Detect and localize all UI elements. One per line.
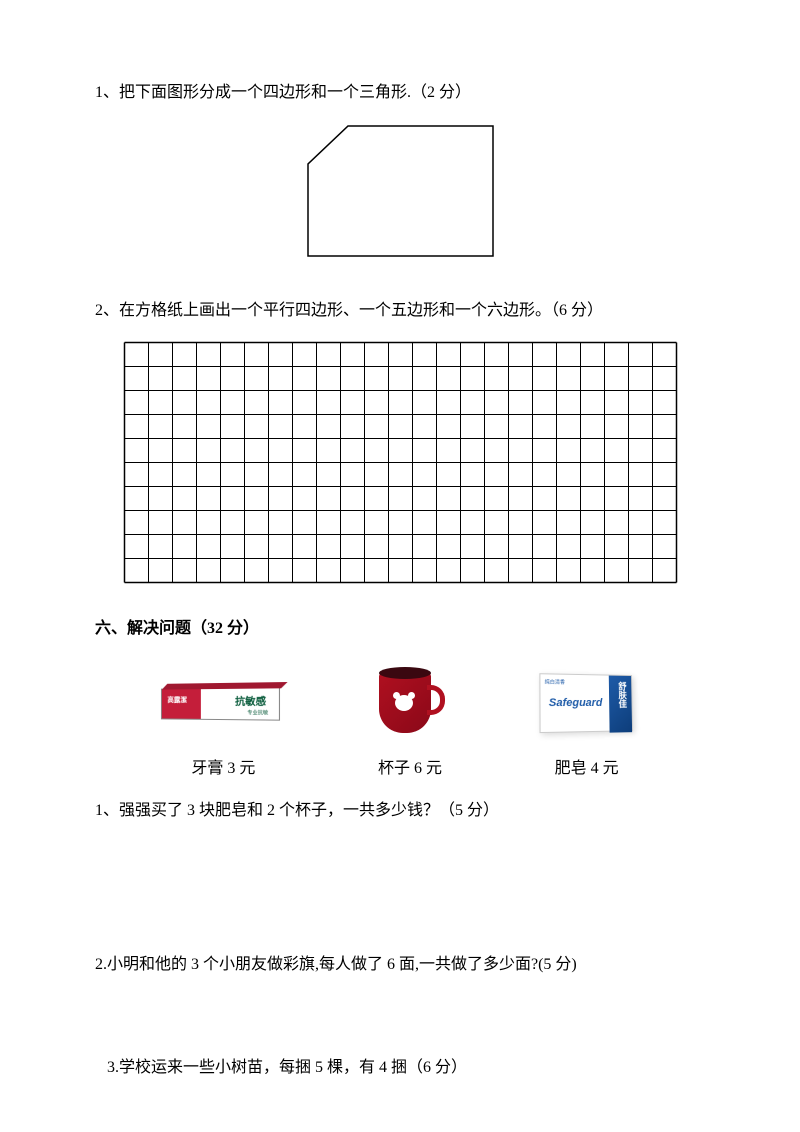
soap-corner-text: 纯白清香 [544,679,564,686]
section6-q3: 3.学校运来一些小树苗，每捆 5 棵，有 4 捆（6 分） [95,1055,705,1081]
section6-q1: 1、强强买了 3 块肥皂和 2 个杯子，一共多少钱？（5 分） [95,798,705,824]
pentagon-svg [306,124,495,258]
toothpaste-label: 牙膏 3 元 [158,754,288,778]
product-soap: 纯白清香 Safeguard 舒肤佳 [532,668,642,738]
toothpaste-brand-cn: 高露潔 [168,695,188,705]
answer-space-2 [95,995,705,1055]
toothpaste-feature: 抗敏感 [235,693,266,709]
soap-label: 肥皂 4 元 [532,754,642,778]
section6-q2: 2.小明和他的 3 个小朋友做彩旗,每人做了 6 面,一共做了多少面?(5 分) [95,952,705,978]
question-2-text: 2、在方格纸上画出一个平行四边形、一个五边形和一个六边形。（6 分） [95,298,705,324]
grid-paper-container [95,341,705,584]
cup-illustration [375,663,445,738]
pentagon-shape-container [95,124,705,258]
grid-svg [123,341,678,584]
toothpaste-illustration: 高露潔 抗敏感 专业抗敏 [158,688,288,738]
answer-space-1 [95,842,705,952]
question-1-text: 1、把下面图形分成一个四边形和一个三角形.（2 分） [95,80,705,106]
toothpaste-sub: 专业抗敏 [248,709,269,716]
product-toothpaste: 高露潔 抗敏感 专业抗敏 [158,688,288,738]
soap-brand-cn: 舒肤佳 [616,682,629,708]
products-row: 高露潔 抗敏感 专业抗敏 纯白清香 Safeguard 舒肤佳 [95,663,705,738]
cup-label: 杯子 6 元 [375,754,445,778]
soap-illustration: 纯白清香 Safeguard 舒肤佳 [532,668,642,738]
product-labels-row: 牙膏 3 元 杯子 6 元 肥皂 4 元 [95,746,705,778]
section-6-title: 六、解决问题（32 分） [95,614,705,638]
product-cup [375,663,445,738]
soap-brand-en: Safeguard [548,697,602,709]
